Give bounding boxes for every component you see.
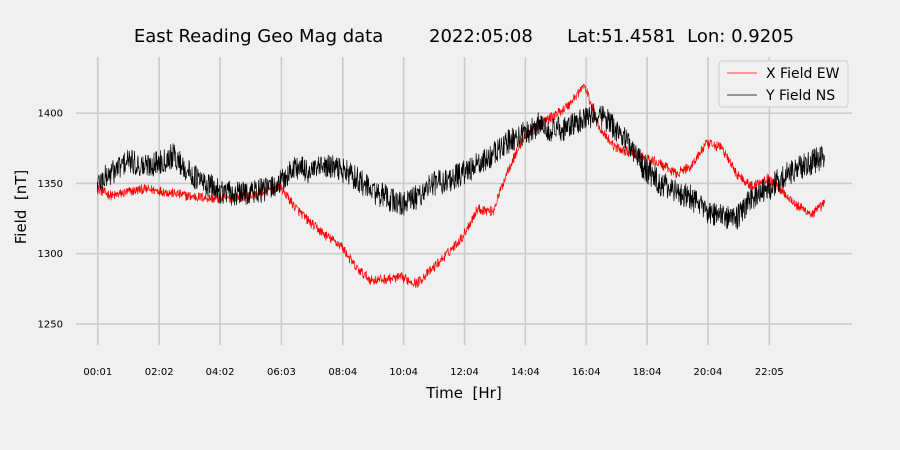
x-tick-label: 02:02 (145, 367, 174, 378)
x-tick-label: 00:01 (83, 367, 112, 378)
x-tick-label: 20:04 (694, 367, 723, 378)
y-tick-label: 1250 (38, 319, 63, 330)
y-tick-label: 1300 (38, 249, 63, 260)
y-axis-label: Field [nT] (12, 170, 30, 245)
x-tick-label: 18:04 (633, 367, 662, 378)
chart-title: East Reading Geo Mag data 2022:05:08 Lat… (134, 26, 794, 47)
legend-label-y-field: Y Field NS (765, 88, 835, 104)
x-tick-label: 06:03 (267, 367, 296, 378)
x-tick-label: 10:04 (389, 367, 418, 378)
legend: X Field EW Y Field NS (718, 60, 849, 108)
x-tick-label: 16:04 (572, 367, 601, 378)
x-tick-label: 08:04 (328, 367, 357, 378)
x-tick-label: 04:02 (206, 367, 235, 378)
x-tick-label: 12:04 (450, 367, 479, 378)
x-axis-ticks: 00:01 02:02 04:02 06:03 08:04 10:04 12:04 14:04… (83, 367, 783, 378)
y-tick-label: 1400 (38, 109, 63, 120)
x-axis-label: Time [Hr] (425, 384, 501, 402)
series-line-x-field-ew (97, 83, 825, 288)
y-tick-label: 1350 (38, 179, 63, 190)
legend-box (718, 60, 849, 108)
x-tick-label: 14:04 (511, 367, 540, 378)
legend-label-x-field: X Field EW (766, 66, 840, 82)
series-line-y-field-ns (96, 103, 825, 230)
series-lines (96, 83, 825, 288)
y-axis-ticks: 1250 1300 1350 1400 (38, 109, 63, 331)
x-tick-label: 22:05 (755, 367, 784, 378)
